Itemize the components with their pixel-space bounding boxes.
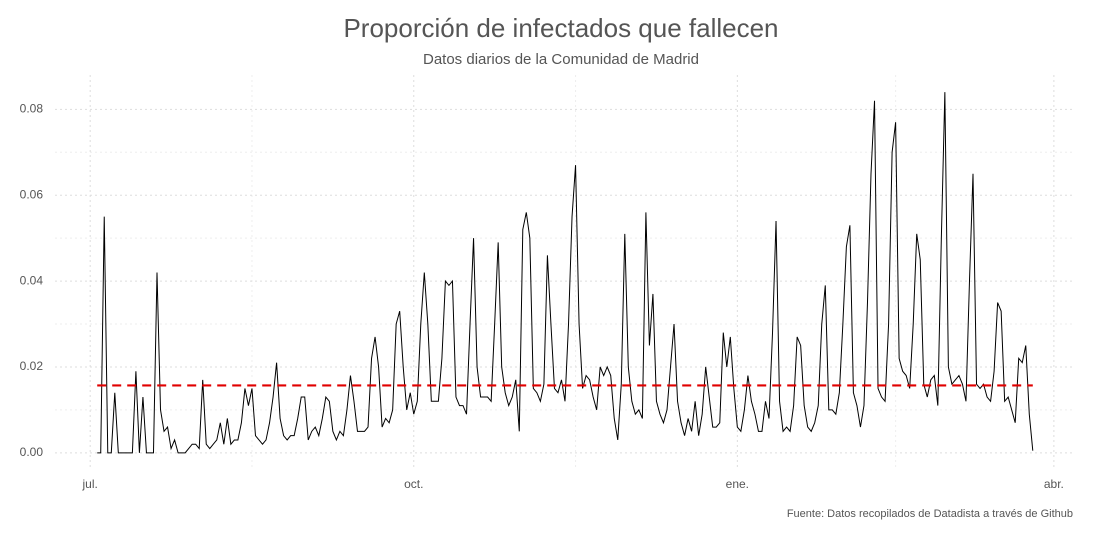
caption: Fuente: Datos recopilados de Datadista a…: [787, 508, 1073, 520]
chart-title: Proporción de infectados que fallecen: [343, 13, 778, 43]
x-tick-label: oct.: [404, 477, 423, 491]
y-tick-label: 0.02: [20, 359, 44, 373]
data-line: [97, 92, 1034, 454]
x-tick-label: ene.: [726, 477, 749, 491]
chart-subtitle: Datos diarios de la Comunidad de Madrid: [423, 51, 699, 68]
y-tick-label: 0.04: [20, 273, 44, 287]
y-tick-label: 0.00: [20, 445, 44, 459]
y-tick-label: 0.08: [20, 102, 44, 116]
y-tick-label: 0.06: [20, 187, 44, 201]
x-tick-label: abr.: [1044, 477, 1064, 491]
x-tick-label: jul.: [82, 477, 98, 491]
